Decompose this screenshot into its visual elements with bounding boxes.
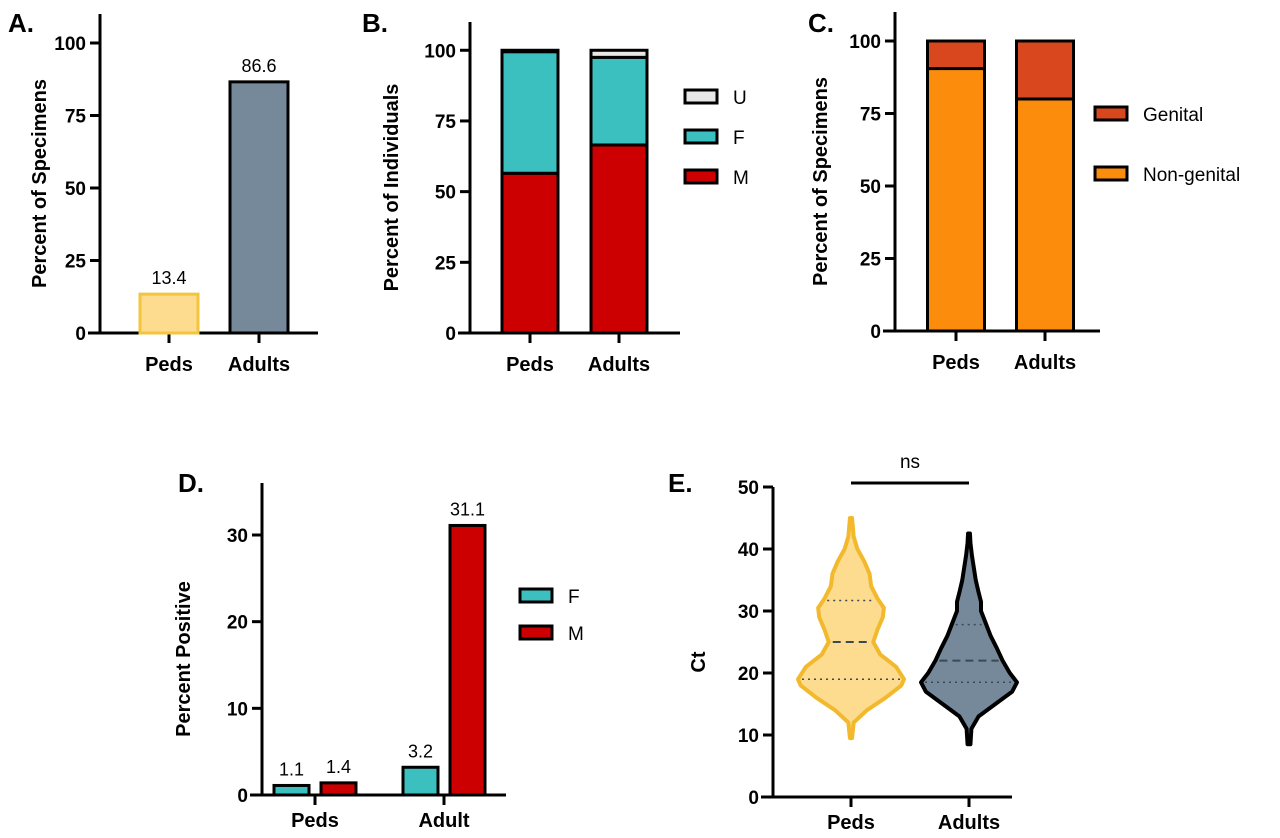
y-tick-label: 75: [435, 112, 457, 133]
y-tick-label: 0: [237, 786, 248, 807]
bar-adult-m: [448, 523, 487, 797]
legend-swatch-non-genital: [1093, 165, 1129, 182]
y-tick-label: 0: [748, 788, 759, 809]
legend-label: M: [733, 168, 749, 189]
legend-swatch-f: [518, 587, 554, 604]
y-tick-label: 25: [860, 250, 882, 271]
y-axis-label: Percent Positive: [173, 581, 195, 737]
legend-swatch-u: [683, 88, 719, 105]
y-axis-label: Percent of Specimens: [29, 79, 51, 288]
y-tick-label: 100: [54, 34, 86, 55]
legend-label: U: [733, 88, 747, 109]
significance-label: ns: [900, 452, 920, 473]
x-tick-label: Adults: [588, 354, 650, 376]
x-tick-label: Peds: [291, 810, 339, 832]
y-tick-label: 75: [860, 105, 882, 126]
bar-segment-peds-f: [500, 50, 560, 175]
panel-label: C.: [808, 8, 834, 38]
panel-label: D.: [178, 468, 204, 498]
panel-c: C. 0 25 50 75 100 Percent of Specimens Peds Adul…: [808, 8, 1240, 374]
y-tick-label: 10: [738, 726, 759, 747]
violin-peds: [796, 516, 906, 741]
x-tick-label: Adult: [418, 810, 469, 832]
violin-adults: [919, 531, 1019, 747]
y-axis-label: Percent of Individuals: [381, 84, 403, 292]
bar-segment-peds-m: [500, 171, 560, 335]
bar-segment-adults-f: [589, 55, 649, 147]
y-tick-label: 20: [227, 613, 248, 634]
y-tick-label: 75: [65, 107, 87, 128]
data-label: 86.6: [241, 56, 276, 76]
panel-e: E. 0 10 20 30 40 50 Ct Peds Adults ns: [668, 452, 1019, 834]
y-tick-label: 25: [435, 253, 457, 274]
y-axis-label: Ct: [688, 651, 710, 672]
y-tick-label: 20: [738, 664, 759, 685]
y-tick-label: 50: [65, 179, 86, 200]
y-tick-label: 50: [860, 177, 881, 198]
x-tick-label: Peds: [506, 354, 554, 376]
x-tick-label: Adults: [1014, 352, 1076, 374]
legend-label: Genital: [1143, 105, 1203, 126]
legend-swatch-genital: [1093, 105, 1129, 122]
legend-swatch-f: [683, 128, 719, 145]
y-tick-label: 0: [75, 324, 86, 345]
legend-label: F: [568, 587, 580, 608]
x-tick-label: Adults: [228, 354, 290, 376]
legend-label: F: [733, 128, 745, 149]
data-label: 1.4: [326, 757, 351, 777]
bar-adults: [228, 80, 290, 335]
bar-segment-adults-m: [589, 143, 649, 335]
panel-label: A.: [8, 8, 34, 38]
y-axis-label: Percent of Specimens: [810, 77, 832, 286]
data-label: 13.4: [151, 268, 186, 288]
y-tick-label: 0: [870, 322, 881, 343]
bar-peds: [138, 292, 200, 335]
bar-segment-adults-non-genital: [1015, 97, 1075, 333]
data-label: 3.2: [408, 741, 433, 761]
legend-label: Non-genital: [1143, 165, 1240, 186]
bar-segment-adults-u: [589, 48, 649, 59]
x-tick-label: Peds: [932, 352, 980, 374]
x-tick-label: Adults: [938, 812, 1000, 834]
y-tick-label: 30: [227, 526, 248, 547]
panel-label: E.: [668, 468, 693, 498]
y-tick-label: 50: [738, 478, 759, 499]
y-tick-label: 30: [738, 602, 759, 623]
bar-segment-peds-u: [500, 48, 560, 54]
y-tick-label: 40: [738, 540, 759, 561]
x-tick-label: Peds: [827, 812, 875, 834]
panel-label: B.: [362, 8, 388, 38]
y-tick-label: 100: [849, 32, 881, 53]
panel-b: B. 0 25 50 75 100 Percent of Individuals Peds Ad…: [362, 8, 749, 376]
y-tick-label: 0: [445, 324, 456, 345]
bar-peds-m: [319, 781, 358, 797]
x-tick-label: Peds: [145, 354, 193, 376]
legend-swatch-m: [683, 168, 719, 185]
legend-swatch-m: [518, 624, 554, 641]
y-tick-label: 10: [227, 699, 248, 720]
data-label: 31.1: [450, 499, 485, 519]
bar-segment-peds-non-genital: [926, 67, 986, 333]
panel-a: A. 0 25 50 75 100 Percent of Specimens Peds Adul…: [8, 8, 318, 376]
data-label: 1.1: [279, 759, 304, 779]
panel-d: D. 0 10 20 30 Percent Positive Peds Adult 1.1 1.4…: [173, 468, 584, 832]
bar-segment-adults-genital: [1015, 39, 1075, 101]
legend-label: M: [568, 624, 584, 645]
y-tick-label: 25: [65, 252, 87, 273]
bar-segment-peds-genital: [926, 39, 986, 71]
bar-adult-f: [401, 765, 440, 797]
y-tick-label: 100: [424, 41, 456, 62]
y-tick-label: 50: [435, 183, 456, 204]
bar-peds-f: [272, 783, 311, 797]
